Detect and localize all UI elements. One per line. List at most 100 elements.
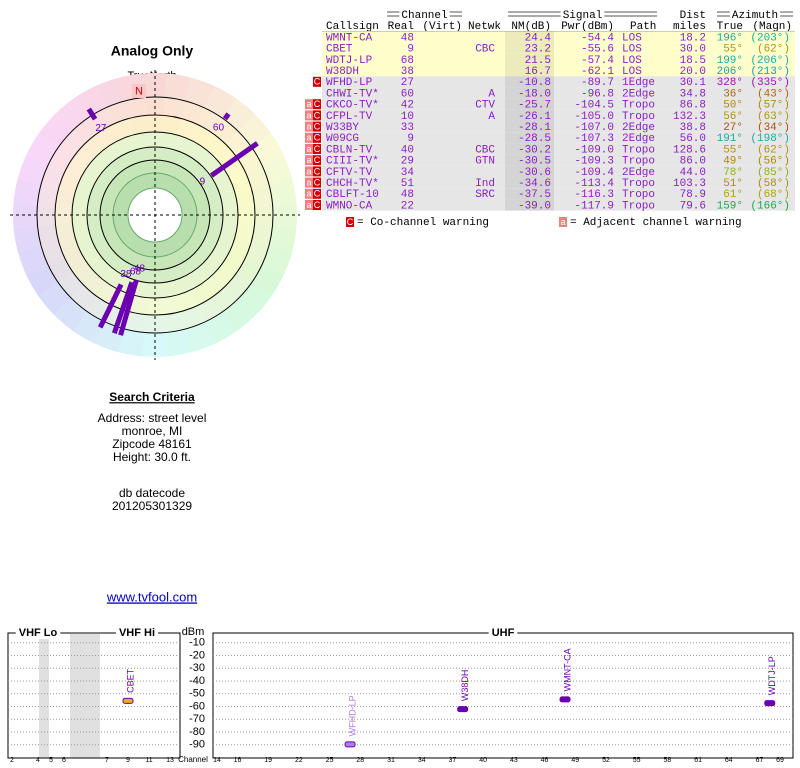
warning-letter: C: [347, 217, 354, 227]
y-tick-label: -40: [189, 675, 205, 687]
nm-shade: [505, 42, 554, 54]
search-line: monroe, MI: [122, 424, 183, 438]
table-cell: 2Edge: [622, 122, 655, 134]
warning-icon: [305, 110, 313, 121]
table-cell: 328°: [717, 77, 743, 89]
warning-letter: C: [314, 77, 321, 87]
table-cell: 27: [401, 77, 414, 89]
station-channel: 48: [134, 264, 146, 275]
table-cell: -107.3: [574, 133, 614, 145]
warning-icon: [305, 99, 313, 110]
table-cell: CBLFT-10: [326, 189, 379, 201]
table-cell: Tropo: [622, 111, 655, 123]
warning-letter: C: [314, 166, 321, 176]
x-tick-label: 14: [213, 757, 221, 764]
group-header: Azimuth: [732, 10, 778, 22]
table-cell: (68°): [757, 189, 790, 201]
table-cell: 2Edge: [622, 133, 655, 145]
search-line: Zipcode 48161: [112, 437, 192, 451]
table-cell: LOS: [622, 66, 642, 78]
station-marker: [457, 706, 469, 713]
table-cell: CBC: [475, 44, 495, 56]
row-background: [322, 53, 795, 65]
row-background: [322, 31, 795, 43]
warning-letter: C: [314, 155, 321, 165]
warning-icon: [305, 200, 313, 210]
table-cell: LOS: [622, 55, 642, 67]
table-cell: 48: [401, 189, 414, 201]
table-cell: (166°): [750, 200, 790, 212]
table-cell: -62.1: [581, 66, 614, 78]
table-cell: -39.0: [518, 200, 551, 212]
nm-shade: [505, 109, 554, 121]
table-cell: 51°: [723, 178, 743, 190]
row-background: [322, 132, 795, 144]
search-title: Search Criteria: [109, 390, 195, 404]
search-line: Address: street level: [98, 411, 207, 425]
table-cell: 68: [401, 55, 414, 67]
station-label: WFHD-LP: [347, 695, 357, 736]
column-header: True: [717, 21, 743, 33]
table-cell: WDTJ-LP: [326, 55, 373, 67]
x-tick-label: 19: [264, 757, 272, 764]
x-tick-label: 64: [725, 757, 733, 764]
table-cell: WMNT-CA: [326, 32, 373, 44]
warning-icon: [313, 132, 321, 143]
station-bar: [209, 141, 259, 178]
table-cell: 132.3: [673, 111, 706, 123]
table-cell: -30.2: [518, 144, 551, 156]
row-background: [322, 165, 795, 177]
station-label: WDTJ-LP: [767, 656, 777, 695]
x-tick-label: 34: [418, 757, 426, 764]
table-cell: 51: [401, 178, 415, 190]
title-bg: [115, 627, 159, 639]
site-link[interactable]: www.tvfool.com: [106, 589, 197, 604]
table-cell: 18.5: [680, 55, 706, 67]
table-cell: -117.9: [574, 200, 614, 212]
warning-letter: C: [314, 99, 321, 109]
station-channel: 60: [213, 122, 225, 133]
station-marker: [559, 696, 571, 703]
title-bg: [15, 627, 61, 639]
table-cell: 206°: [717, 66, 743, 78]
table-cell: 30.0: [680, 44, 706, 56]
band-gap: [39, 634, 49, 758]
x-tick-label: 46: [541, 757, 549, 764]
table-cell: -105.0: [574, 111, 614, 123]
x-tick-label: 16: [234, 757, 242, 764]
y-tick-label: -70: [189, 713, 205, 725]
table-cell: (206°): [750, 55, 790, 67]
group-header: Signal: [563, 10, 603, 22]
table-cell: CBLN-TV: [326, 144, 373, 156]
x-tick-label: 6: [62, 757, 66, 764]
table-cell: -30.6: [518, 167, 551, 179]
table-cell: CBC: [475, 144, 495, 156]
nm-shade: [505, 143, 554, 155]
table-cell: 23.2: [525, 44, 551, 56]
nm-shade: [505, 53, 554, 65]
warning-icon: [305, 188, 313, 199]
warning-letter: C: [314, 200, 321, 210]
station-label: WMNT-CA: [562, 648, 572, 691]
table-cell: -113.4: [574, 178, 614, 190]
table-cell: 21.5: [525, 55, 551, 67]
station-channel: 9: [200, 176, 206, 187]
row-background: [322, 109, 795, 121]
table-cell: (58°): [757, 178, 790, 190]
station-label: CBET: [125, 668, 135, 693]
table-cell: -28.5: [518, 133, 551, 145]
table-cell: -55.6: [581, 44, 614, 56]
x-tick-label: 58: [664, 757, 672, 764]
table-cell: 60: [401, 88, 414, 100]
x-tick-label: 40: [479, 757, 487, 764]
north-box: [132, 84, 146, 98]
x-tick-label: 37: [449, 757, 457, 764]
y-tick-label: -10: [189, 637, 205, 649]
warning-letter: C: [314, 177, 321, 187]
x-tick-label: 5: [49, 757, 53, 764]
warning-letter: a: [306, 155, 311, 165]
x-tick-label: 9: [126, 757, 130, 764]
warning-icon: [313, 188, 321, 199]
nm-shade: [505, 31, 554, 43]
